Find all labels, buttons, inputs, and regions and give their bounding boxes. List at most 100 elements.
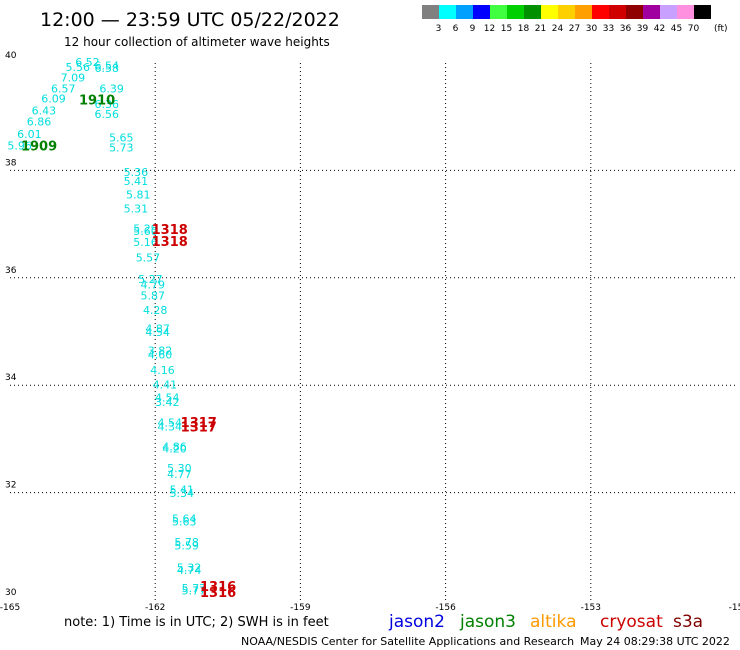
wave-height-label: 5.31: [124, 202, 149, 215]
wave-height-label: 6.36: [95, 98, 120, 111]
legend-swatch: [558, 5, 575, 19]
wave-height-label: 4.87: [145, 323, 170, 336]
wave-height-label: 5.87: [141, 289, 166, 302]
legend-swatch: [626, 5, 643, 19]
x-tick-label: -15: [729, 603, 740, 613]
wave-height-label: 6.58: [95, 62, 120, 75]
legend-swatch-label: 70: [688, 24, 700, 34]
grid-lines: [10, 63, 736, 600]
legend-swatch: [592, 5, 609, 19]
legend-unit-label: (ft): [714, 24, 728, 34]
wave-height-label: 4.74: [177, 564, 202, 577]
wave-height-label: 5.63: [172, 515, 197, 528]
wave-height-label: 5.81: [126, 188, 151, 201]
legend-swatch: [541, 5, 558, 19]
time-marker-label: 1909: [21, 140, 57, 155]
wave-height-label: 5.32: [177, 562, 202, 575]
wave-height-label: 4.60: [148, 348, 173, 361]
wave-height-label: 5.27: [138, 273, 163, 286]
x-tick-label: -165: [0, 603, 20, 613]
legend-swatch: [507, 5, 524, 19]
legend-swatch: [694, 5, 711, 19]
satellite-name-jason2: jason2: [388, 612, 445, 632]
time-marker-label: 1316: [200, 586, 236, 601]
y-tick-label: 34: [5, 373, 17, 383]
legend-swatch: [439, 5, 456, 19]
y-tick-label: 38: [5, 158, 17, 168]
y-tick-label: 32: [5, 481, 16, 491]
legend-swatch: [677, 5, 694, 19]
y-tick-label: 30: [5, 588, 17, 598]
wave-height-label: 6.52: [75, 56, 100, 69]
x-tick-label: -153: [581, 603, 601, 613]
wave-height-labels: 6.526.54 5.56 6.58 7.096.57 6.39 6.09 6.36 6.43…: [7, 56, 206, 597]
legend-swatch-label: 36: [620, 24, 632, 34]
legend-swatch-label: 45: [671, 24, 682, 34]
time-marker-label: 1317: [181, 416, 217, 431]
wave-height-label: 5.64: [172, 513, 197, 526]
wave-height-label: 4.77: [167, 468, 192, 481]
y-tick-label: 36: [5, 266, 17, 276]
legend-swatch-label: 39: [637, 24, 649, 34]
satellite-name-cryosat: cryosat: [600, 612, 663, 632]
legend-swatch-label: 6: [453, 24, 459, 34]
footer-credit: NOAA/NESDIS Center for Satellite Applica…: [241, 635, 574, 648]
wave-height-label: 3.82: [148, 345, 173, 358]
wave-height-label: 4.20: [162, 442, 187, 455]
wave-height-label: 5.78: [174, 536, 199, 549]
wave-height-label: 4.79: [141, 279, 166, 292]
time-marker-label: 1318: [152, 223, 188, 238]
chart-title: 12:00 — 23:59 UTC 05/22/2022: [40, 9, 340, 31]
wave-height-label: 6.01: [17, 128, 42, 141]
wave-height-label: 5.29: [133, 223, 158, 236]
wave-height-label: 6.86: [27, 115, 52, 128]
wave-height-label: 4.54: [157, 417, 182, 430]
legend-swatch-label: 27: [569, 24, 580, 34]
wave-height-label: 5.34: [170, 487, 195, 500]
legend-swatch-label: 18: [518, 24, 530, 34]
wave-height-label: 5.30: [167, 462, 192, 475]
wave-height-label: 4.16: [150, 364, 175, 377]
wave-height-label: 4.28: [143, 304, 168, 317]
legend-swatch-label: 15: [501, 24, 512, 34]
x-tick-label: -162: [145, 603, 165, 613]
time-marker-label: 1910: [79, 93, 115, 108]
wave-height-label: 5.16: [133, 236, 158, 249]
legend-swatch: [643, 5, 660, 19]
wave-height-label: 5.57: [136, 252, 161, 265]
time-marker-label: 1317: [181, 420, 217, 435]
color-legend: 3 6 9 12 15 18 21 24 27 30 33 36 39 42 45 70: [422, 5, 711, 34]
wave-height-label: 5.41: [170, 484, 195, 497]
wave-height-label: 6.57: [51, 83, 76, 96]
wave-height-label: 7.09: [61, 71, 86, 84]
time-marker-label: 1318: [152, 235, 188, 250]
legend-swatch: [422, 5, 439, 19]
legend-swatch-label: 21: [535, 24, 546, 34]
time-marker-label: 1316: [200, 580, 236, 595]
wave-height-label: 6.54: [95, 59, 120, 72]
wave-height-label: 4.41: [153, 378, 178, 391]
satellite-name-altika: altika: [530, 612, 577, 632]
wave-height-label: 4.54: [145, 326, 170, 339]
wave-height-label: 5.77: [182, 585, 207, 598]
legend-swatch-label: 42: [654, 24, 665, 34]
wave-height-label: 5.65: [109, 131, 134, 144]
wave-height-label: 5.73: [109, 142, 134, 155]
legend-swatch: [609, 5, 626, 19]
axis-labels: 30 32 34 36 38 40 -165 -162 -159 -156 -153 -15: [0, 51, 740, 613]
y-tick-label: 40: [5, 51, 17, 61]
legend-swatch-label: 9: [470, 24, 476, 34]
wave-height-label: 3.42: [155, 396, 180, 409]
legend-swatch-label: 33: [603, 24, 614, 34]
x-tick-label: -159: [290, 603, 311, 613]
legend-swatch: [490, 5, 507, 19]
wave-height-label: 5.96: [7, 139, 32, 152]
legend-swatch-label: 3: [436, 24, 442, 34]
satellite-name-jason3: jason3: [459, 612, 516, 632]
satellite-legend: jason2 jason3 altika cryosat s3a: [388, 612, 703, 632]
legend-swatch-label: 12: [484, 24, 495, 34]
legend-swatch-label: 24: [552, 24, 564, 34]
legend-swatch: [524, 5, 541, 19]
wave-height-label: 5.56: [66, 61, 91, 74]
